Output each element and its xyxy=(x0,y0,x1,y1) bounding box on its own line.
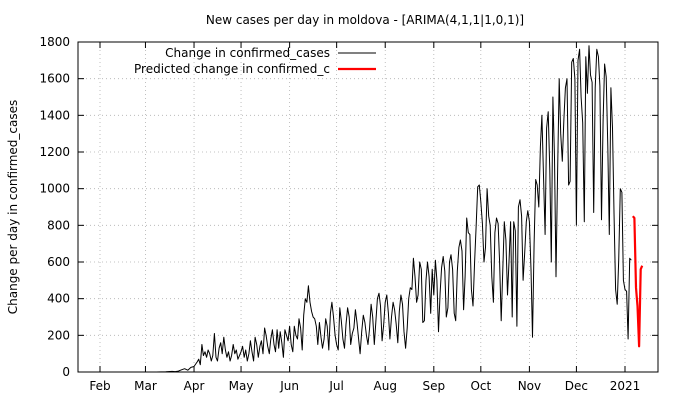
y-tick-label: 1600 xyxy=(39,72,70,86)
series-line-predicted xyxy=(631,215,644,348)
y-tick-label: 1400 xyxy=(39,108,70,122)
x-tick-label: Sep xyxy=(422,379,445,393)
plot-frame xyxy=(77,41,659,373)
x-tick-label: 2021 xyxy=(610,379,641,393)
x-tick-label: Jul xyxy=(328,379,343,393)
y-tick-label: 400 xyxy=(47,292,70,306)
series-line-actual xyxy=(156,45,632,373)
x-tick-label: Apr xyxy=(184,379,205,393)
series-lines xyxy=(156,45,644,373)
x-tick-label: Nov xyxy=(518,379,541,393)
x-axis: Feb Mar Apr May Jun Jul Aug Sep Oct Nov Dec 2021 xyxy=(89,42,640,393)
y-tick-label: 1200 xyxy=(39,145,70,159)
x-tick-label: May xyxy=(229,379,254,393)
x-tick-label: Mar xyxy=(134,379,157,393)
legend-label-predicted: Predicted change in confirmed_c xyxy=(134,62,330,76)
x-tick-label: Aug xyxy=(374,379,397,393)
x-tick-label: Dec xyxy=(565,379,588,393)
y-tick-label: 0 xyxy=(62,365,70,379)
x-tick-label: Jun xyxy=(279,379,299,393)
legend: Change in confirmed_cases Predicted chan… xyxy=(134,46,376,76)
y-tick-label: 800 xyxy=(47,218,70,232)
grid-lines xyxy=(78,42,658,372)
x-tick-label: Oct xyxy=(470,379,491,393)
legend-label-actual: Change in confirmed_cases xyxy=(165,46,330,60)
x-tick-label: Feb xyxy=(89,379,110,393)
y-axis-label: Change per day in confirmed_cases xyxy=(6,100,20,315)
y-tick-label: 1000 xyxy=(39,182,70,196)
y-tick-label: 600 xyxy=(47,255,70,269)
chart-title: New cases per day in moldova - [ARIMA(4,… xyxy=(206,13,524,27)
y-tick-label: 200 xyxy=(47,328,70,342)
y-tick-label: 1800 xyxy=(39,35,70,49)
y-axis: 0 200 400 600 800 1000 1200 1400 1600 1800 xyxy=(39,35,658,379)
